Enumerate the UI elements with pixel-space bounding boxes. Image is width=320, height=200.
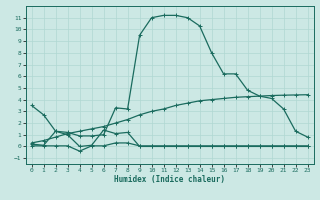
X-axis label: Humidex (Indice chaleur): Humidex (Indice chaleur) [114, 175, 225, 184]
